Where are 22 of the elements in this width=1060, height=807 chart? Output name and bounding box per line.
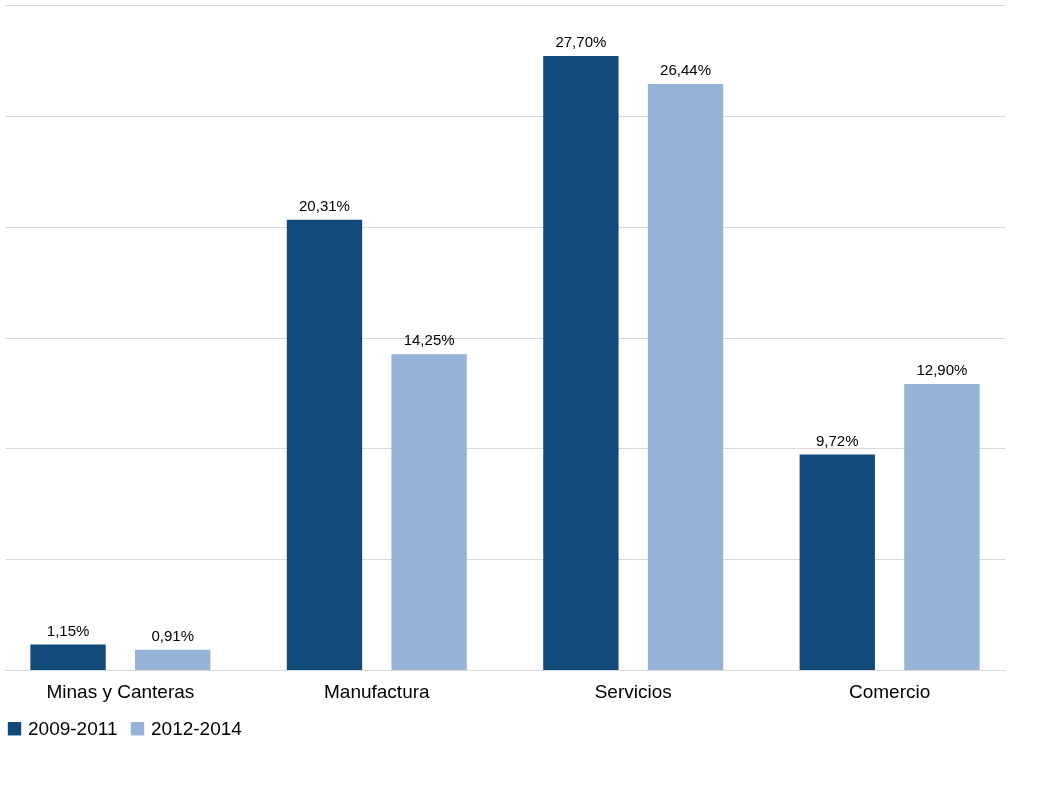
bar [543,55,619,670]
x-tick-label: Comercio [848,680,931,702]
data-label: 14,25% [403,331,455,349]
data-label: 27,70% [555,32,607,50]
data-label: 9,72% [816,431,859,449]
bar [135,649,211,670]
bar [286,219,363,670]
legend-label: 2009-2011 [28,717,118,739]
x-tick-label: Servicios [594,680,672,702]
data-label: 26,44% [660,60,711,78]
x-tick-label: Minas y Canteras [46,680,195,702]
data-label: 12,90% [916,361,968,379]
legend-label: 2012-2014 [151,717,243,739]
bar [30,644,106,670]
data-label: 0,91% [151,626,194,644]
data-label: 20,31% [299,196,350,214]
bar [647,83,724,670]
bar [799,454,875,670]
x-tick-label: Manufactura [323,680,431,702]
bar [391,354,467,670]
bar [904,384,980,670]
data-label: 1,15% [46,621,90,639]
